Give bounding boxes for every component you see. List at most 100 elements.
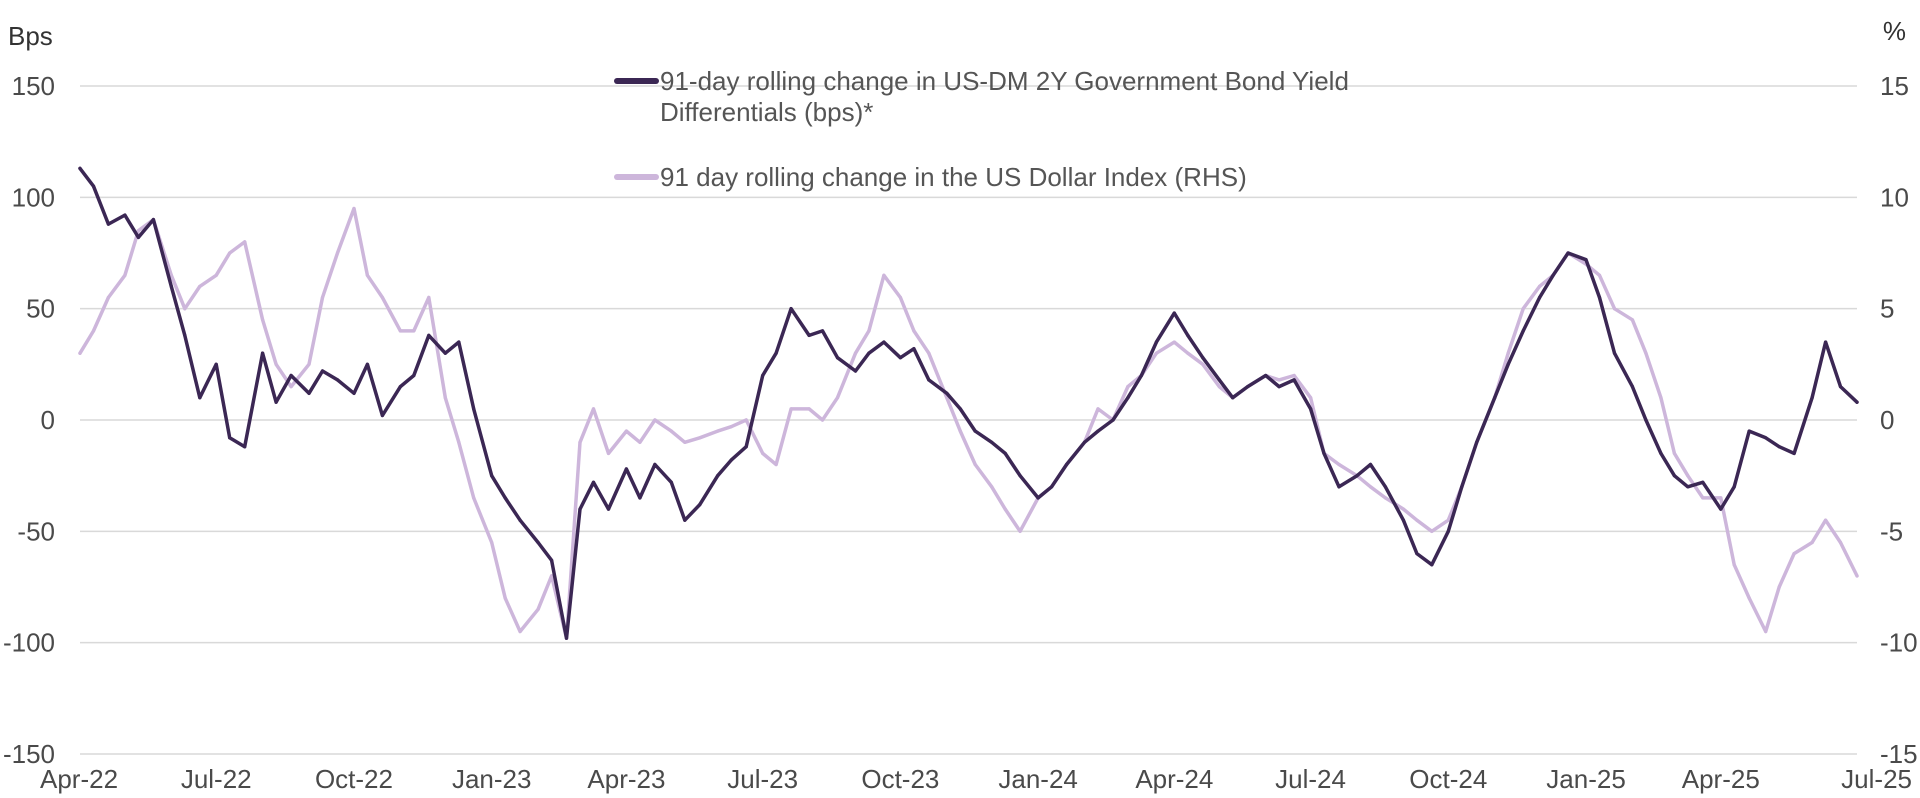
data-point	[1430, 563, 1434, 567]
data-point	[945, 396, 949, 400]
data-point	[1824, 518, 1828, 522]
data-point	[882, 273, 886, 277]
data-point	[1838, 540, 1843, 545]
data-point	[1065, 462, 1069, 467]
data-point	[1186, 333, 1190, 337]
right-tick-label: 0	[1880, 405, 1894, 435]
data-point	[123, 213, 127, 217]
data-point	[1446, 529, 1450, 533]
data-point	[606, 507, 611, 511]
data-point	[761, 373, 765, 378]
data-point	[1597, 295, 1602, 300]
data-point	[1612, 307, 1617, 311]
left-tick-label: 150	[12, 71, 55, 101]
data-point	[1217, 378, 1221, 382]
data-point	[536, 540, 540, 545]
left-tick-label: -100	[3, 628, 55, 658]
data-point	[1521, 307, 1525, 311]
data-point	[1838, 385, 1843, 389]
data-point	[457, 440, 461, 444]
data-point	[624, 429, 629, 433]
data-point	[591, 480, 596, 484]
data-point	[91, 329, 96, 333]
data-point	[1415, 552, 1419, 556]
data-point	[638, 440, 642, 444]
right-tick-label: -5	[1880, 516, 1903, 546]
x-tick-label: Oct-23	[861, 764, 939, 794]
data-point	[1309, 396, 1313, 400]
data-point	[1172, 311, 1176, 315]
data-point	[1201, 356, 1205, 360]
legend-label-bond-yield-differentials-line1: 91-day rolling change in US-DM 2Y Govern…	[660, 66, 1349, 96]
data-point	[427, 295, 431, 300]
data-point	[123, 273, 127, 277]
left-axis: Bps 150 100 50 0 -50 -100 -150	[3, 21, 55, 769]
data-point	[1018, 474, 1022, 478]
data-point	[1096, 429, 1100, 433]
right-axis-unit: %	[1883, 16, 1906, 46]
data-point	[78, 351, 82, 355]
left-tick-label: -150	[3, 739, 55, 769]
data-point	[1566, 251, 1570, 255]
data-point	[320, 295, 325, 300]
x-tick-label: Oct-22	[315, 764, 393, 794]
series-bond-yield-differentials	[78, 166, 1859, 640]
data-point	[820, 329, 825, 333]
data-point	[1415, 518, 1419, 522]
data-point	[1082, 440, 1087, 444]
legend-label-dollar-index: 91 day rolling change in the US Dollar I…	[660, 162, 1247, 192]
data-point	[973, 462, 977, 467]
data-point	[136, 229, 140, 233]
data-point	[106, 295, 110, 300]
data-point	[352, 206, 356, 211]
data-point	[1644, 351, 1648, 355]
data-point	[412, 329, 416, 333]
data-point	[1493, 396, 1497, 400]
data-point	[1337, 485, 1341, 489]
data-point	[1612, 351, 1617, 355]
data-point	[536, 607, 540, 611]
data-point	[1154, 340, 1158, 344]
data-point	[867, 351, 871, 355]
data-point	[1659, 396, 1663, 400]
data-point	[1401, 507, 1405, 511]
data-point	[789, 307, 793, 311]
data-point	[1686, 474, 1690, 478]
data-point	[183, 307, 187, 311]
right-tick-label: 15	[1880, 71, 1909, 101]
left-axis-unit: Bps	[8, 21, 53, 51]
data-point	[1506, 351, 1510, 355]
data-point	[1810, 540, 1814, 545]
data-point	[1126, 396, 1130, 400]
data-point	[261, 351, 265, 355]
legend: 91-day rolling change in US-DM 2Y Govern…	[614, 66, 1349, 192]
data-point	[973, 429, 977, 433]
data-point	[198, 396, 202, 400]
data-point	[1824, 340, 1828, 344]
data-point	[698, 436, 702, 440]
data-point	[472, 496, 476, 500]
data-point	[990, 485, 994, 489]
data-point	[882, 340, 886, 344]
data-point	[1126, 385, 1130, 389]
data-point	[853, 351, 858, 355]
data-point	[490, 540, 494, 545]
data-point	[1506, 362, 1510, 366]
left-tick-label: 0	[41, 405, 55, 435]
x-tick-label: Jul-25	[1841, 764, 1912, 794]
data-point	[669, 429, 673, 433]
data-point	[352, 391, 356, 395]
data-point	[1096, 407, 1100, 411]
data-point	[398, 385, 402, 389]
data-point	[1792, 451, 1796, 455]
right-tick-label: -10	[1880, 628, 1918, 658]
data-point	[398, 329, 402, 333]
data-point	[1368, 462, 1373, 467]
data-point	[1747, 596, 1751, 600]
data-point	[729, 425, 733, 429]
data-point	[503, 596, 507, 600]
data-point	[807, 333, 811, 337]
data-point	[1701, 480, 1705, 484]
data-point	[835, 356, 840, 360]
data-point	[1777, 585, 1781, 589]
